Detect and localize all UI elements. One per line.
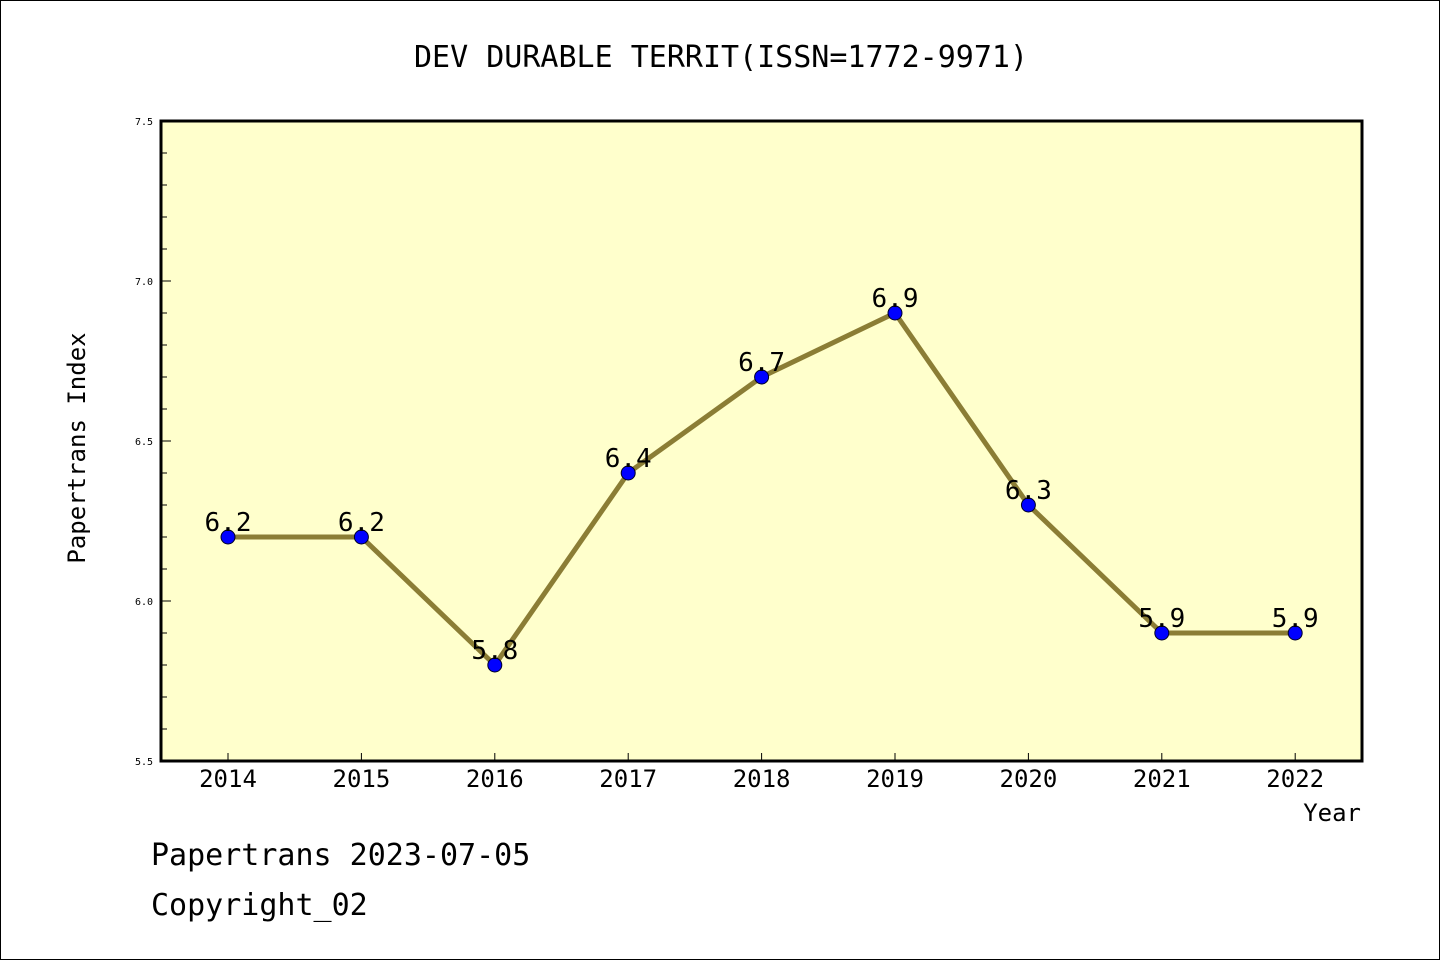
- data-label: 5.8: [471, 636, 518, 666]
- chart-title: DEV DURABLE TERRIT(ISSN=1772-9971): [414, 40, 1028, 75]
- x-tick-label: 2020: [1000, 765, 1058, 793]
- x-tick-label: 2019: [866, 765, 924, 793]
- x-tick-label: 2015: [333, 765, 391, 793]
- y-axis-ticks: 5.5 6.0 6.5 7.0 7.5: [135, 117, 171, 768]
- data-labels: 6.2 6.2 5.8 6.4 6.7 6.9 6.3 5.9 5.9: [205, 284, 1319, 666]
- footer-date: Papertrans 2023-07-05: [151, 838, 530, 873]
- data-markers: [220, 305, 1303, 673]
- data-point: [1154, 625, 1170, 641]
- data-label: 5.9: [1138, 604, 1185, 634]
- data-label: 6.2: [205, 508, 252, 538]
- y-tick-label: 7.0: [135, 277, 153, 288]
- x-tick-label: 2014: [199, 765, 257, 793]
- x-tick-label: 2018: [733, 765, 791, 793]
- footer-copyright: Copyright_02: [151, 888, 368, 923]
- x-tick-label: 2017: [599, 765, 657, 793]
- data-point: [487, 657, 503, 673]
- x-tick-label: 2021: [1133, 765, 1191, 793]
- data-point: [1287, 625, 1303, 641]
- data-point: [754, 369, 770, 385]
- data-label: 6.2: [338, 508, 385, 538]
- x-tick-label: 2022: [1266, 765, 1324, 793]
- x-axis-label: Year: [1303, 799, 1361, 827]
- y-tick-label: 7.5: [135, 117, 153, 128]
- y-tick-label: 5.5: [135, 757, 153, 768]
- data-label: 6.7: [738, 348, 785, 378]
- data-label: 6.3: [1005, 476, 1052, 506]
- x-tick-label: 2016: [466, 765, 524, 793]
- y-tick-label: 6.5: [135, 437, 153, 448]
- data-label: 6.4: [605, 444, 652, 474]
- data-point: [353, 529, 369, 545]
- data-label: 5.9: [1272, 604, 1319, 634]
- data-point: [620, 465, 636, 481]
- data-point: [887, 305, 903, 321]
- data-label: 6.9: [872, 284, 919, 314]
- y-axis-label: Papertrans Index: [63, 332, 91, 563]
- data-point: [220, 529, 236, 545]
- data-point: [1020, 497, 1036, 513]
- plot-area: [159, 119, 1364, 763]
- y-tick-label: 6.0: [135, 597, 153, 608]
- x-axis-ticks: 2014 2015 2016 2017 2018 2019 2020 2021 2022: [199, 753, 1324, 793]
